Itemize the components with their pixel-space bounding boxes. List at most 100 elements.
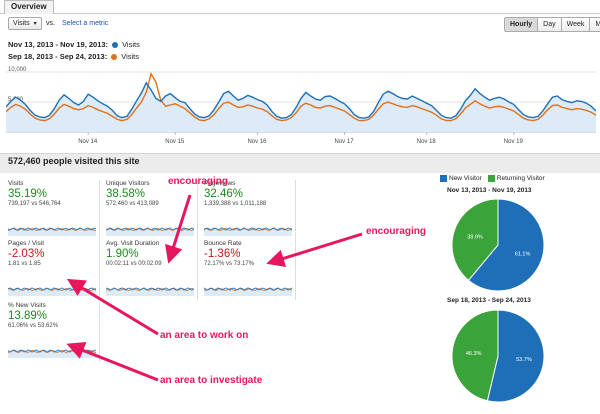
annotation-encouraging-right: encouraging	[366, 226, 427, 237]
metric-name: Visits	[8, 180, 24, 187]
vs-label: vs.	[46, 20, 55, 27]
sparkline-area	[8, 228, 96, 236]
arrow-to-new-visits	[66, 342, 159, 382]
granularity-month[interactable]: Month	[589, 18, 600, 31]
granularity-toggle: Hourly Day Week Month	[504, 17, 600, 32]
x-tick-label: Nov 15	[165, 139, 185, 145]
green-square-icon	[487, 175, 495, 182]
metric-card[interactable]: Pageviews 32.46% 1,339,388 vs 1,011,188	[204, 180, 296, 240]
series-line-current	[6, 81, 596, 119]
blue-dot-icon	[112, 41, 119, 48]
arrow-to-pages-visit	[66, 278, 159, 336]
annotation-work-on: an area to work on	[160, 330, 249, 341]
metric-change: 35.19%	[8, 188, 48, 200]
metric-change: 13.89%	[8, 310, 48, 322]
chevron-down-icon: ▾	[33, 21, 37, 27]
sparkline-area	[204, 288, 292, 296]
metric-change: -1.36%	[204, 248, 241, 260]
metric-select-label: Visits	[13, 20, 30, 27]
granularity-day[interactable]: Day	[537, 18, 561, 31]
x-tick-label: Nov 18	[417, 139, 437, 145]
metric-change: 38.58%	[106, 188, 146, 200]
metric-name: % New Visits	[8, 302, 46, 309]
metric-comparison: 1,339,388 vs 1,011,188	[204, 201, 267, 207]
metric-name: Pages / Visit	[8, 240, 45, 247]
sparkline-current	[8, 227, 96, 231]
metric-change: -2.03%	[8, 248, 45, 260]
summary-bar	[0, 153, 600, 173]
pie-legend-returning: Returning Visitor	[487, 175, 545, 182]
metric-name: Pageviews	[204, 180, 236, 187]
pie-legend: New Visitor Returning Visitor	[440, 175, 545, 182]
blue-square-icon	[440, 175, 447, 182]
x-tick-label: Nov 17	[335, 139, 355, 145]
metric-comparison: 1.81 vs 1.85	[8, 261, 41, 267]
granularity-week[interactable]: Week	[560, 18, 590, 31]
y-tick-label: 10,000	[8, 67, 27, 73]
metric-comparison: 72.17% vs 73.17%	[204, 261, 255, 267]
sparkline-area	[106, 288, 194, 296]
summary-headline: 572,460 people visited this site	[8, 156, 140, 166]
pie-label-returning-visitor: 38.9%	[467, 234, 483, 240]
pie-label-returning-visitor: 46.3%	[466, 351, 482, 357]
legend-range-current-label: Nov 13, 2013 - Nov 19, 2013:	[8, 40, 109, 49]
metric-name: Unique Visitors	[106, 180, 150, 187]
arrow-to-avg-duration	[165, 194, 192, 264]
orange-dot-icon	[111, 53, 118, 60]
metric-sparkline	[8, 227, 96, 236]
sparkline-previous	[106, 288, 194, 291]
pie-slice-returning-visitor	[451, 198, 499, 281]
metric-sparkline	[204, 287, 292, 296]
granularity-hourly[interactable]: Hourly	[505, 18, 538, 31]
legend-range-current-metric: Visits	[122, 40, 140, 49]
arrow-to-bounce-rate	[266, 232, 363, 268]
metric-comparison: 61.06% vs 53.62%	[8, 323, 59, 329]
legend-range-previous-label: Sep 18, 2013 - Sep 24, 2013:	[8, 52, 108, 61]
metric-change: 1.90%	[106, 248, 139, 260]
sparkline-area	[8, 350, 96, 358]
pie-slice-new-visitor	[467, 198, 545, 292]
metric-card[interactable]: Visits 35.19% 739,197 vs 546,764	[8, 180, 100, 240]
metric-name: Bounce Rate	[204, 240, 242, 247]
x-tick-label: Nov 14	[78, 139, 98, 145]
sparkline-area	[8, 288, 96, 296]
legend-range-previous-metric: Visits	[121, 52, 140, 61]
pie-chart-previous: 53.7% 46.3%	[451, 309, 545, 403]
pie-label-new-visitor: 61.1%	[515, 252, 531, 258]
pie-chart-current: 61.1% 38.9%	[451, 198, 545, 292]
pie-label-new-visitor: 53.7%	[516, 357, 532, 363]
sparkline-current	[204, 227, 292, 231]
metric-comparison: 00:02:11 vs 00:02:09	[106, 261, 162, 267]
x-tick-label: Nov 19	[504, 139, 524, 145]
metric-card[interactable]: Avg. Visit Duration 1.90% 00:02:11 vs 00:0…	[106, 240, 198, 300]
metric-name: Avg. Visit Duration	[106, 240, 160, 247]
metric-comparison: 572,460 vs 413,089	[106, 201, 159, 207]
tab-overview[interactable]: Overview	[4, 0, 54, 14]
pie2-title: Sep 18, 2013 - Sep 24, 2013	[447, 297, 531, 304]
metric-sparkline	[204, 227, 292, 236]
metric-sparkline	[106, 287, 194, 296]
legend-range-current: Nov 13, 2013 - Nov 19, 2013: Visits	[8, 40, 140, 49]
legend-range-previous: Sep 18, 2013 - Sep 24, 2013: Visits	[8, 52, 139, 61]
select-metric-link[interactable]: Select a metric	[62, 20, 109, 27]
sparkline-current	[204, 287, 292, 291]
sparkline-current	[106, 287, 194, 291]
pie-slice-new-visitor	[486, 309, 545, 403]
pie-legend-new: New Visitor	[440, 175, 482, 182]
sparkline-area	[106, 228, 194, 236]
x-tick-label: Nov 16	[247, 139, 267, 145]
annotation-investigate: an area to investigate	[160, 375, 263, 386]
metric-select[interactable]: Visits ▾	[8, 17, 42, 30]
pie-slice-returning-visitor	[451, 309, 499, 402]
pie1-title: Nov 13, 2013 - Nov 19, 2013	[447, 187, 532, 194]
metric-card[interactable]: Unique Visitors 38.58% 572,460 vs 413,089	[106, 180, 198, 240]
tab-strip	[0, 0, 600, 14]
series-line-previous	[6, 71, 596, 122]
metric-comparison: 739,197 vs 546,764	[8, 201, 61, 207]
annotation-encouraging-top: encouraging	[168, 176, 229, 187]
sparkline-previous	[204, 288, 292, 291]
metric-card[interactable]: Bounce Rate -1.36% 72.17% vs 73.17%	[204, 240, 296, 300]
metric-change: 32.46%	[204, 188, 244, 200]
